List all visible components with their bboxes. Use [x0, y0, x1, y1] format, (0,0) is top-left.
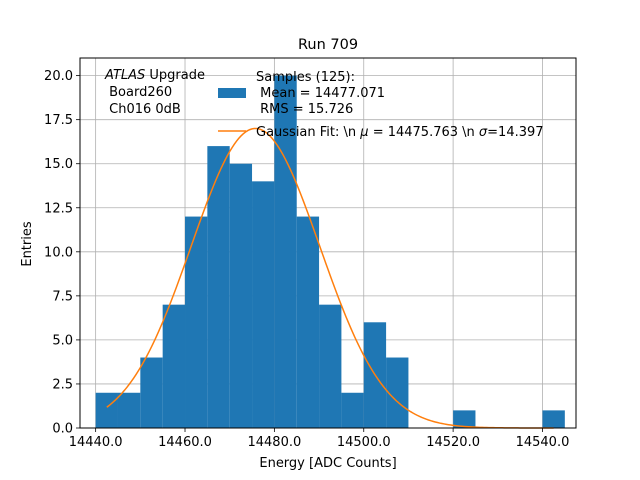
x-tick-label: 14500.0 [337, 435, 391, 450]
histogram-bar [117, 392, 141, 428]
axes-frame [79, 57, 577, 429]
histogram-bar [386, 357, 409, 428]
y-tick-label: 20.0 [44, 69, 73, 84]
chart-title: Run 709 [298, 37, 358, 53]
histogram-bar [162, 304, 186, 428]
histogram-bar [95, 392, 118, 428]
x-tick-label: 14540.0 [516, 435, 570, 450]
fit-curve [106, 127, 554, 429]
legend: Samples (125): Mean = 14477.071 RMS = 15… [218, 70, 544, 140]
atlas-label-line: ATLAS Upgrade [104, 68, 205, 83]
histogram-bar [542, 410, 565, 428]
histogram-bar [207, 146, 230, 428]
y-tick-label: 5.0 [52, 333, 73, 348]
y-tick-label: 2.5 [52, 377, 73, 392]
histogram-bar [252, 181, 275, 428]
histogram-bar [341, 392, 364, 428]
legend-fit-middle: = 14475.763 \n [369, 125, 479, 140]
x-tick-label: 14440.0 [69, 435, 123, 450]
histogram-bar [453, 410, 476, 428]
legend-fit-label: Gaussian Fit: \n μ = 14475.763 \n σ=14.3… [256, 125, 544, 140]
y-tick-label: 7.5 [52, 289, 73, 304]
y-tick-label: 15.0 [44, 157, 73, 172]
axis-ticks: 14440.0 14460.0 14480.0 14500.0 14520.0 14540… [44, 69, 569, 450]
atlas-upgrade: Upgrade [145, 68, 205, 83]
legend-samples-line1: Samples (125): [256, 70, 355, 85]
y-tick-label: 10.0 [44, 245, 73, 260]
y-tick-label: 0.0 [52, 422, 73, 437]
x-tick-label: 14460.0 [158, 435, 212, 450]
y-tick-label: 12.5 [44, 201, 73, 216]
legend-samples-swatch [218, 88, 246, 98]
legend-fit-prefix: Gaussian Fit: \n [256, 125, 360, 140]
x-tick-label: 14520.0 [426, 435, 480, 450]
x-axis-label: Energy [ADC Counts] [259, 456, 396, 471]
atlas-italic: ATLAS [104, 68, 145, 83]
x-tick-label: 14480.0 [247, 435, 301, 450]
y-tick-label: 17.5 [44, 113, 73, 128]
histogram-bar [274, 75, 297, 428]
histogram-bar [229, 163, 253, 428]
board-label: Board260 [105, 85, 172, 100]
legend-fit-mu: μ [359, 125, 368, 140]
histogram-bar [319, 304, 342, 428]
histogram-bar [140, 357, 163, 428]
legend-samples-line3: RMS = 15.726 [256, 102, 353, 117]
legend-fit-sigma: σ [479, 125, 488, 140]
histogram-bar [185, 216, 208, 428]
y-axis-label: Entries [20, 221, 35, 267]
histogram-bars [95, 75, 565, 428]
atlas-annotation: ATLAS Upgrade Board260 Ch016 0dB [104, 68, 205, 117]
histogram-bar [296, 216, 320, 428]
channel-label: Ch016 0dB [105, 102, 181, 117]
legend-fit-suffix: =14.397 [487, 125, 543, 140]
legend-samples-line2: Mean = 14477.071 [256, 86, 385, 101]
gaussian-fit [106, 127, 554, 429]
